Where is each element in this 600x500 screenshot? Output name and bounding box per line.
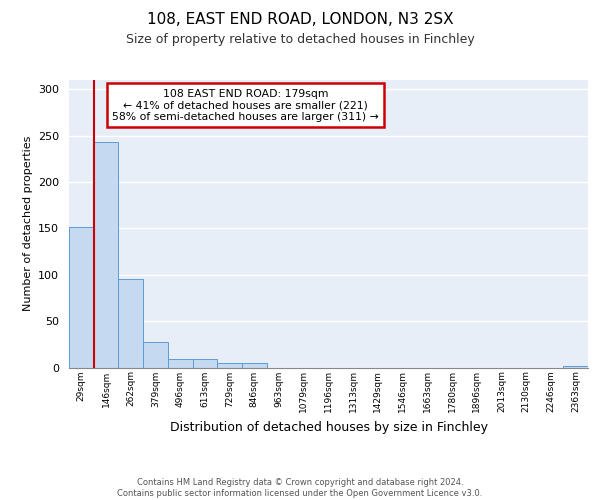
Text: 108 EAST END ROAD: 179sqm
← 41% of detached houses are smaller (221)
58% of semi: 108 EAST END ROAD: 179sqm ← 41% of detac…: [112, 88, 379, 122]
Bar: [118, 280, 143, 368]
X-axis label: Distribution of detached houses by size in Finchley: Distribution of detached houses by size …: [170, 420, 487, 434]
Text: Size of property relative to detached houses in Finchley: Size of property relative to detached ho…: [125, 32, 475, 46]
Bar: [242, 363, 267, 368]
Bar: [193, 359, 217, 368]
Text: Contains HM Land Registry data © Crown copyright and database right 2024.
Contai: Contains HM Land Registry data © Crown c…: [118, 478, 482, 498]
Text: 108, EAST END ROAD, LONDON, N3 2SX: 108, EAST END ROAD, LONDON, N3 2SX: [146, 12, 454, 28]
Y-axis label: Number of detached properties: Number of detached properties: [23, 136, 32, 312]
Bar: [143, 342, 168, 367]
Bar: [69, 226, 94, 368]
Bar: [168, 359, 193, 368]
Bar: [217, 363, 242, 368]
Bar: [94, 142, 118, 368]
Bar: [563, 366, 588, 368]
